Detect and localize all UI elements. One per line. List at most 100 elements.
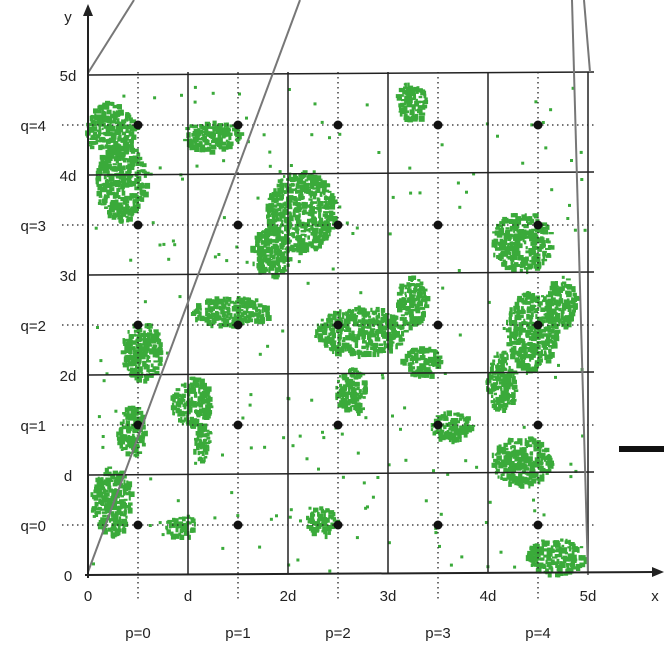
- green-patch: [269, 239, 272, 245]
- green-patch: [300, 191, 303, 196]
- green-patch: [322, 329, 325, 333]
- green-patch: [232, 317, 236, 322]
- green-patch: [493, 382, 498, 385]
- green-patch: [572, 550, 575, 554]
- green-patch: [355, 342, 358, 348]
- green-patch: [136, 451, 142, 454]
- green-patch: [235, 139, 241, 141]
- green-patch: [493, 398, 495, 400]
- green-patch: [530, 476, 536, 479]
- green-patch: [103, 379, 106, 382]
- green-patch: [197, 433, 203, 438]
- green-patch: [140, 347, 144, 349]
- green-patch: [101, 137, 105, 142]
- green-patch: [196, 165, 199, 168]
- green-patch: [457, 412, 460, 417]
- green-patch: [494, 355, 500, 358]
- green-patch: [226, 144, 229, 150]
- green-patch: [330, 332, 333, 335]
- green-patch: [503, 327, 506, 330]
- green-patch: [264, 233, 270, 237]
- green-patch: [213, 516, 216, 519]
- green-patch: [223, 216, 226, 219]
- green-patch: [491, 375, 494, 380]
- green-patch: [324, 513, 326, 519]
- green-patch: [135, 365, 138, 370]
- green-patch: [209, 406, 213, 409]
- green-patch: [345, 343, 350, 348]
- green-patch: [103, 489, 106, 494]
- green-patch: [265, 228, 271, 231]
- green-patch: [101, 188, 104, 191]
- green-patch: [144, 346, 150, 351]
- green-patch: [328, 136, 331, 139]
- green-patch: [553, 540, 557, 543]
- green-patch: [159, 244, 162, 247]
- green-patch: [299, 519, 302, 522]
- green-patch: [542, 449, 545, 452]
- green-patch: [368, 319, 371, 322]
- green-patch: [556, 305, 558, 309]
- green-patch: [520, 328, 526, 333]
- green-patch: [572, 310, 575, 316]
- green-patch: [182, 394, 186, 398]
- green-patch: [338, 206, 341, 209]
- green-patch: [304, 226, 307, 230]
- green-patch: [191, 377, 193, 381]
- green-patch: [548, 303, 554, 306]
- green-patch: [527, 327, 531, 329]
- green-patch: [91, 510, 94, 513]
- green-patch: [255, 319, 259, 324]
- green-patch: [306, 457, 309, 460]
- green-patch: [103, 132, 109, 135]
- green-patch: [571, 547, 574, 549]
- green-patch: [450, 564, 453, 567]
- green-patch: [429, 364, 431, 366]
- green-patch: [465, 191, 468, 194]
- lattice-point: [334, 221, 343, 230]
- green-patch: [123, 480, 125, 485]
- green-patch: [458, 269, 461, 272]
- green-patch: [105, 116, 107, 121]
- green-patch: [499, 365, 504, 368]
- green-patch: [314, 102, 317, 105]
- green-patch: [500, 252, 503, 256]
- green-patch: [391, 329, 394, 333]
- green-patch: [528, 437, 530, 440]
- green-patch: [215, 311, 219, 313]
- green-patch: [517, 239, 520, 244]
- green-patch: [523, 293, 527, 298]
- green-patch: [548, 352, 554, 357]
- green-patch: [423, 295, 426, 299]
- green-patch: [103, 167, 109, 173]
- green-patch: [383, 341, 386, 346]
- green-patch: [520, 232, 525, 237]
- green-patch: [555, 573, 560, 577]
- green-patch: [535, 543, 538, 545]
- green-patch: [146, 360, 151, 363]
- green-patch: [322, 188, 327, 192]
- green-patch: [313, 181, 319, 186]
- green-patch: [348, 348, 354, 352]
- green-patch: [274, 248, 276, 253]
- green-patch: [309, 507, 312, 510]
- green-patch: [98, 131, 101, 136]
- green-patch: [309, 183, 313, 188]
- green-patch: [121, 110, 124, 115]
- green-patch: [197, 128, 200, 131]
- green-patch: [510, 255, 515, 259]
- green-patch: [580, 546, 583, 548]
- green-patch: [548, 562, 552, 568]
- green-patch: [304, 183, 310, 186]
- green-patch: [133, 415, 136, 417]
- green-patch: [105, 468, 109, 473]
- green-patch: [535, 554, 541, 557]
- green-patch: [202, 451, 205, 456]
- green-patch: [115, 478, 118, 481]
- green-patch: [359, 389, 362, 392]
- green-patch: [169, 523, 171, 528]
- green-patch: [314, 335, 317, 338]
- green-patch: [500, 398, 503, 402]
- green-patch: [342, 315, 344, 319]
- green-patch: [532, 346, 536, 349]
